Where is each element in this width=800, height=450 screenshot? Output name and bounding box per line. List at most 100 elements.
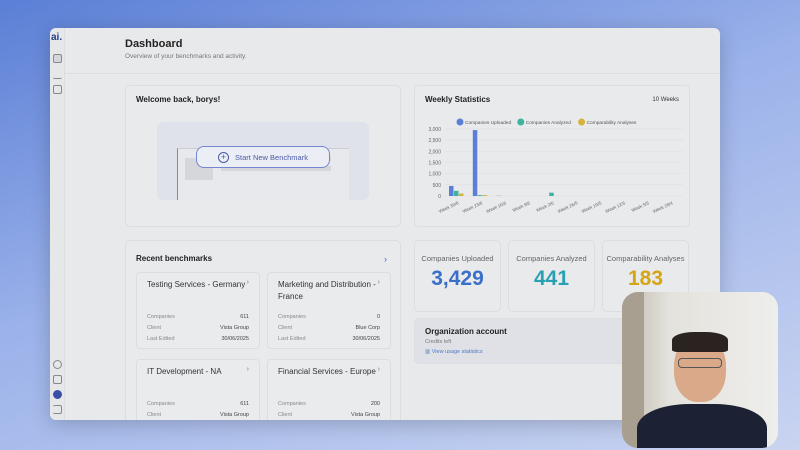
row-value: 0 <box>376 314 380 320</box>
row-value: 611 <box>240 314 249 320</box>
range-select[interactable]: 10 Weeks <box>652 97 679 103</box>
benchmark-edited-row: Last Edited 30/06/2025 <box>147 336 249 342</box>
credits-left: Credits left <box>425 339 452 345</box>
book-icon[interactable] <box>53 375 62 384</box>
logout-icon[interactable] <box>53 405 62 414</box>
chevron-right-icon: › <box>377 279 380 286</box>
y-tick-label: 3,000 <box>428 127 441 133</box>
row-label: Last Edited <box>278 336 306 342</box>
benchmark-client-row: Client Vista Group <box>147 325 249 331</box>
dashboard-icon[interactable] <box>53 54 62 63</box>
chart-icon[interactable] <box>53 70 62 79</box>
start-new-benchmark-button[interactable]: + Start New Benchmark <box>196 146 330 168</box>
benchmark-name: Financial Services - Europe <box>278 367 376 376</box>
button-label: Start New Benchmark <box>235 152 308 162</box>
app-window: ai. Dashboard Overview of your benchmark… <box>50 28 720 420</box>
row-value: 611 <box>240 401 249 407</box>
bar-companies-analyzed[interactable] <box>549 192 554 196</box>
glasses <box>678 358 722 368</box>
bar-companies-uploaded[interactable] <box>472 130 478 196</box>
row-label: Companies <box>278 401 306 407</box>
x-tick-label: Week 2/6 <box>535 200 555 213</box>
person-shirt <box>637 404 767 448</box>
bar-companies-analyzed[interactable] <box>477 195 483 196</box>
bar-comparability-analyses[interactable] <box>482 195 488 196</box>
row-label: Client <box>147 325 162 331</box>
benchmark-card[interactable]: › Testing Services - Germany Companies 611 C… <box>136 272 260 349</box>
chevron-right-icon: › <box>246 366 249 373</box>
y-tick-label: 1,000 <box>428 172 441 178</box>
bar-companies-analyzed[interactable] <box>454 190 459 196</box>
row-label: Companies <box>147 401 175 407</box>
benchmark-name: Testing Services - Germany <box>147 280 246 289</box>
row-label: Client <box>278 412 293 418</box>
door-frame <box>622 292 644 448</box>
benchmark-edited-row: Last Edited 30/06/2025 <box>278 336 380 342</box>
stat-label: Comparability Analyses <box>606 254 685 263</box>
x-tick-label: Week 19/5 <box>581 200 603 214</box>
weekly-title: Weekly Statistics <box>425 95 491 104</box>
org-title: Organization account <box>425 327 507 336</box>
plus-icon: + <box>218 151 230 163</box>
x-tick-label: Week 9/6 <box>512 200 532 213</box>
legend-swatch <box>517 118 525 126</box>
row-label: Client <box>147 412 162 418</box>
legend-label: Comparability Analyses <box>587 120 637 126</box>
view-all-chevron-icon[interactable]: › <box>384 254 387 264</box>
y-tick-label: 2,500 <box>428 138 441 144</box>
header: Dashboard Overview of your benchmarks an… <box>65 28 720 74</box>
legend-swatch <box>456 118 464 126</box>
sidebar: ai. <box>50 28 65 420</box>
benchmark-companies-row: Companies 200 <box>278 401 380 407</box>
row-value: 30/06/2025 <box>221 336 249 342</box>
stat-label: Companies Uploaded <box>421 254 494 263</box>
benchmark-name: Marketing and Distribution - France <box>278 280 376 301</box>
benchmark-client-row: Client Blue Corp <box>278 325 380 331</box>
stat-label: Companies Analyzed <box>516 254 587 263</box>
benchmark-companies-row: Companies 611 <box>147 314 249 320</box>
row-label: Companies <box>147 314 175 320</box>
welcome-card: Welcome back, borys! + Start New Benchma… <box>125 85 401 227</box>
chevron-right-icon: › <box>377 366 380 373</box>
y-tick-label: 500 <box>433 183 442 189</box>
webcam-overlay <box>622 292 778 448</box>
benchmark-companies-row: Companies 0 <box>278 314 380 320</box>
legend-label: Companies Analyzed <box>526 120 571 126</box>
stat-value: 183 <box>627 267 664 290</box>
benchmark-name: IT Development - NA <box>147 367 222 376</box>
page-subtitle: Overview of your benchmarks and activity… <box>125 53 247 60</box>
legend-label: Companies Uploaded <box>465 120 511 126</box>
welcome-title: Welcome back, borys! <box>136 95 221 104</box>
page-title: Dashboard <box>125 38 183 50</box>
x-tick-label: Week 28/4 <box>652 200 674 214</box>
bar-comparability-analyses[interactable] <box>459 193 464 196</box>
shield-icon[interactable] <box>53 360 62 369</box>
row-value: 200 <box>370 401 380 407</box>
row-value: Vista Group <box>351 412 380 418</box>
checklist-icon[interactable] <box>53 85 62 94</box>
legend-swatch <box>578 118 586 126</box>
row-label: Last Edited <box>147 336 175 342</box>
x-tick-label: Week 16/6 <box>485 200 507 214</box>
stat-value: 441 <box>533 267 570 290</box>
benchmark-card[interactable]: › IT Development - NA Companies 611 Client Vi… <box>136 359 260 420</box>
benchmark-client-row: Client Vista Group <box>147 412 249 418</box>
row-label: Companies <box>278 314 306 320</box>
row-value: 30/06/2025 <box>352 336 380 342</box>
x-tick-label: Week 30/6 <box>438 200 460 214</box>
view-usage-link[interactable]: ▥ View usage statistics <box>425 349 483 355</box>
bar-companies-uploaded[interactable] <box>449 185 454 196</box>
benchmark-companies-row: Companies 611 <box>147 401 249 407</box>
user-avatar[interactable] <box>53 390 62 399</box>
benchmark-client-row: Client Vista Group <box>278 412 380 418</box>
link-label: View usage statistics <box>431 349 483 355</box>
benchmark-card[interactable]: › Marketing and Distribution - France Comp… <box>267 272 391 349</box>
x-tick-label: Week 26/5 <box>557 200 579 214</box>
recent-title: Recent benchmarks <box>136 254 213 263</box>
y-tick-label: 1,500 <box>428 161 441 167</box>
x-tick-label: Week 23/6 <box>462 200 484 214</box>
benchmark-card[interactable]: › Financial Services - Europe Companies 200… <box>267 359 391 420</box>
weekly-statistics-card: Weekly Statistics 10 Weeks 0 500 1,000 1,50… <box>414 85 690 227</box>
logo: ai. <box>51 32 63 43</box>
y-tick-label: 2,000 <box>428 149 441 155</box>
